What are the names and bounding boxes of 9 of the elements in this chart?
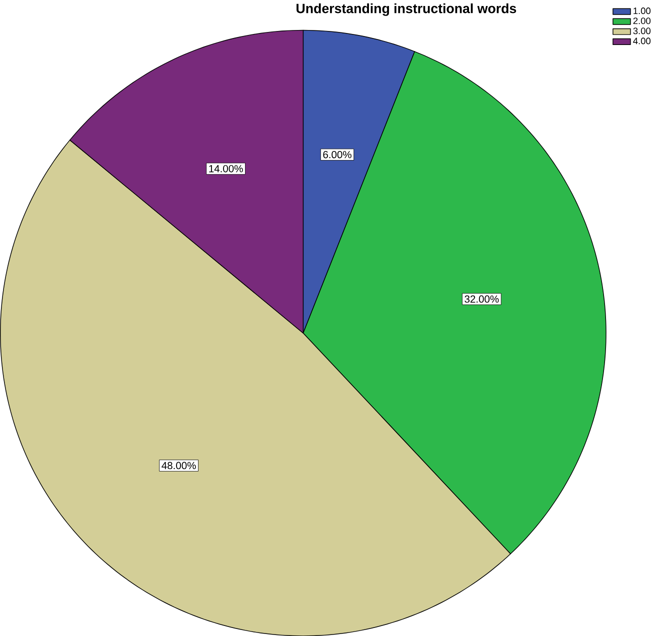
data-label: 14.00% xyxy=(209,164,243,172)
data-label: 48.00% xyxy=(162,462,196,470)
legend-label: 2.00 xyxy=(633,17,651,24)
legend-label: 4.00 xyxy=(633,38,651,44)
data-label: 6.00% xyxy=(323,150,352,158)
legend-label: 3.00 xyxy=(633,27,651,34)
legend-label: 1.00 xyxy=(634,7,651,14)
chart-title: Understanding instructional words xyxy=(296,3,516,16)
data-label: 32.00% xyxy=(464,295,499,303)
